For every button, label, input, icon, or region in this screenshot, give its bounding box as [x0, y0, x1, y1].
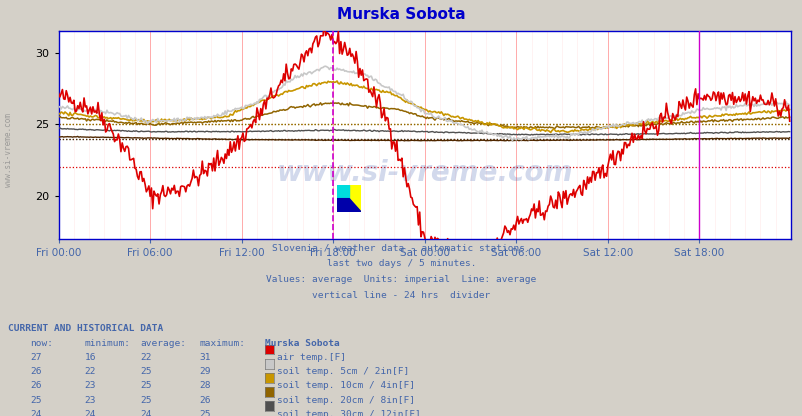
Text: Values: average  Units: imperial  Line: average: Values: average Units: imperial Line: av… [266, 275, 536, 284]
Text: Murska Sobota: Murska Sobota [265, 339, 339, 348]
Text: 24: 24 [30, 410, 42, 416]
Text: soil temp. 5cm / 2in[F]: soil temp. 5cm / 2in[F] [277, 367, 409, 376]
Polygon shape [337, 199, 349, 212]
Text: 25: 25 [140, 396, 152, 405]
Text: 23: 23 [84, 381, 95, 391]
Text: 26: 26 [30, 381, 42, 391]
Text: Murska Sobota: Murska Sobota [337, 7, 465, 22]
Text: 27: 27 [30, 353, 42, 362]
Text: vertical line - 24 hrs  divider: vertical line - 24 hrs divider [312, 291, 490, 300]
Polygon shape [337, 199, 361, 212]
Text: 23: 23 [84, 396, 95, 405]
Text: average:: average: [140, 339, 186, 348]
Text: 26: 26 [199, 396, 210, 405]
Text: 24: 24 [84, 410, 95, 416]
Text: 28: 28 [199, 381, 210, 391]
Text: minimum:: minimum: [84, 339, 130, 348]
Text: 25: 25 [30, 396, 42, 405]
Text: air temp.[F]: air temp.[F] [277, 353, 346, 362]
Text: soil temp. 30cm / 12in[F]: soil temp. 30cm / 12in[F] [277, 410, 420, 416]
Text: 25: 25 [199, 410, 210, 416]
Text: 29: 29 [199, 367, 210, 376]
Text: soil temp. 20cm / 8in[F]: soil temp. 20cm / 8in[F] [277, 396, 415, 405]
Text: 25: 25 [140, 381, 152, 391]
Text: 16: 16 [84, 353, 95, 362]
Text: www.si-vreme.com: www.si-vreme.com [276, 158, 573, 187]
Text: 22: 22 [140, 353, 152, 362]
Text: CURRENT AND HISTORICAL DATA: CURRENT AND HISTORICAL DATA [8, 324, 163, 333]
Text: soil temp. 10cm / 4in[F]: soil temp. 10cm / 4in[F] [277, 381, 415, 391]
Polygon shape [337, 185, 349, 199]
Text: 31: 31 [199, 353, 210, 362]
Text: 22: 22 [84, 367, 95, 376]
Text: maximum:: maximum: [199, 339, 245, 348]
Text: Slovenia / weather data - automatic stations.: Slovenia / weather data - automatic stat… [272, 243, 530, 253]
Text: now:: now: [30, 339, 54, 348]
Text: last two days / 5 minutes.: last two days / 5 minutes. [326, 259, 476, 268]
Text: www.si-vreme.com: www.si-vreme.com [3, 113, 13, 187]
Text: 24: 24 [140, 410, 152, 416]
Text: 26: 26 [30, 367, 42, 376]
Text: 25: 25 [140, 367, 152, 376]
Polygon shape [337, 185, 361, 212]
